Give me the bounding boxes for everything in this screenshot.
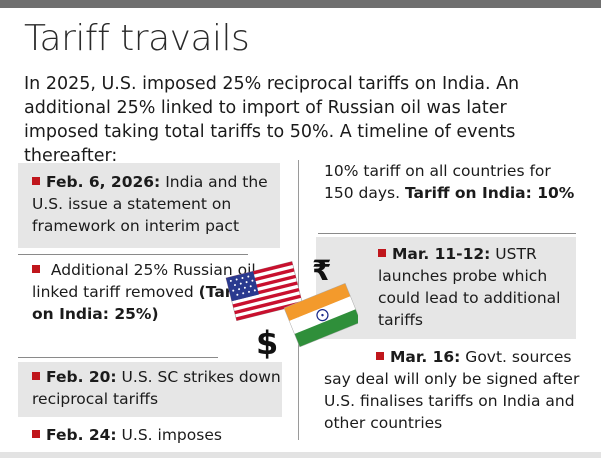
- event-feb6: Feb. 6, 2026: India and the U.S. issue a…: [18, 163, 280, 248]
- bullet-square-icon: [32, 430, 40, 438]
- bottom-bar: [0, 452, 601, 458]
- event-tariff-note: Tariff on India: 10%: [404, 184, 575, 202]
- separator: [18, 254, 248, 255]
- event-text: India and the U.S. issue a statement on …: [32, 173, 268, 235]
- event-mar11: Mar. 11-12: USTR launches probe which co…: [316, 237, 576, 339]
- bullet-square-icon: [378, 249, 386, 257]
- bullet-square-icon: [376, 352, 384, 360]
- bullet-square-icon: [32, 177, 40, 185]
- event-text: Additional 25% Russian oil-linked tariff…: [32, 261, 262, 301]
- event-date: Feb. 24:: [46, 426, 117, 444]
- event-text: U.S. SC strikes down reciprocal tariffs: [32, 368, 281, 408]
- event-date: Feb. 6, 2026:: [46, 173, 161, 191]
- event-text: USTR launches probe which could lead to …: [378, 245, 561, 329]
- event-feb24-continued: 10% tariff on all countries for 150 days…: [324, 160, 584, 204]
- bullet-square-icon: [32, 372, 40, 380]
- intro-text: In 2025, U.S. imposed 25% reciprocal tar…: [24, 74, 520, 166]
- dollar-icon: $: [256, 324, 278, 360]
- bullet-square-icon: [32, 265, 40, 273]
- separator: [18, 357, 218, 358]
- flags-illustration: ₹ $: [218, 250, 362, 362]
- event-text: U.S. imposes: [116, 426, 222, 444]
- event-date: Feb. 20:: [46, 368, 117, 386]
- event-mar16: Mar. 16: Govt. sources say deal will onl…: [324, 346, 586, 434]
- event-feb24: Feb. 24: U.S. imposes: [18, 422, 282, 448]
- event-text: 10% tariff on all countries for 150 days…: [324, 162, 551, 202]
- us-flag-icon: [225, 261, 303, 322]
- page-title: Tariff travails: [24, 18, 250, 59]
- event-date: Mar. 16:: [390, 348, 461, 366]
- rupee-icon: ₹: [312, 254, 331, 287]
- event-text: Govt. sources say deal will only be sign…: [324, 348, 580, 432]
- top-bar: [0, 0, 601, 8]
- separator: [318, 233, 576, 234]
- flags-svg: ₹ $: [225, 254, 362, 362]
- event-date: Mar. 11-12:: [392, 245, 491, 263]
- event-feb20: Feb. 20: U.S. SC strikes down reciprocal…: [18, 362, 282, 417]
- india-flag-icon: [283, 282, 362, 348]
